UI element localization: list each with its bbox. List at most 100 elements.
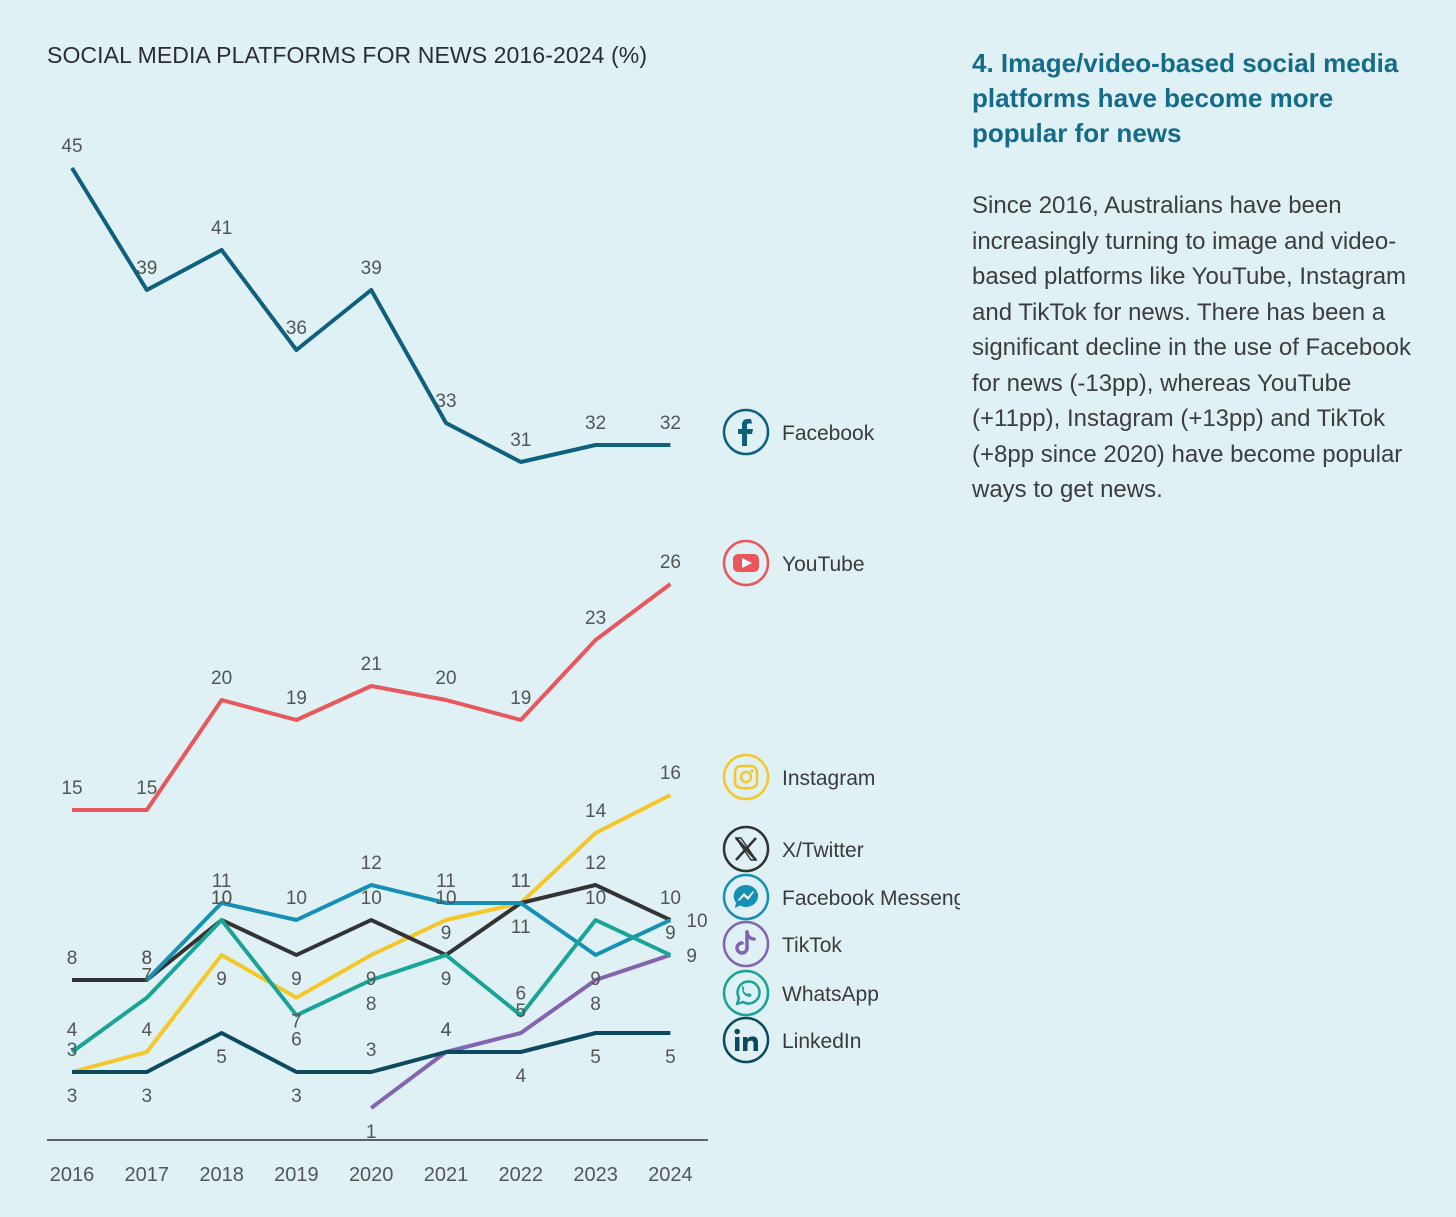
data-label-x-twitter: 10 (211, 888, 232, 909)
x-tick-label: 2024 (648, 1164, 693, 1186)
data-label-x-twitter: 9 (441, 923, 452, 944)
data-label-tiktok: 5 (516, 1001, 527, 1022)
data-label-linkedin: 3 (366, 1040, 377, 1061)
data-label-facebook: 32 (585, 413, 606, 434)
legend-label-facebook-messenger: Facebook Messenger (782, 887, 960, 910)
data-label-tiktok: 4 (441, 1020, 452, 1041)
series-line-linkedin (72, 1031, 671, 1074)
data-label-linkedin: 5 (665, 1047, 676, 1068)
data-label-whatsapp: 9 (441, 969, 452, 990)
data-label-facebook-messenger: 9 (590, 969, 601, 990)
data-label-youtube: 20 (211, 668, 232, 689)
series-line-x-twitter (72, 883, 672, 982)
data-label-tiktok: 8 (590, 994, 601, 1015)
data-label-youtube: 15 (61, 778, 82, 799)
data-label-facebook-messenger: 10 (286, 888, 307, 909)
data-label-facebook: 41 (211, 218, 232, 239)
legend-label-facebook: Facebook (782, 422, 875, 445)
chart-title: SOCIAL MEDIA PLATFORMS FOR NEWS 2016-202… (47, 42, 648, 68)
data-label-facebook: 36 (286, 318, 307, 339)
legend-label-youtube: YouTube (782, 553, 865, 576)
data-label-youtube: 26 (660, 552, 681, 573)
section-heading: 4. Image/video-based social media platfo… (972, 48, 1399, 148)
data-label-x-twitter: 10 (361, 888, 382, 909)
data-label-facebook: 45 (61, 136, 82, 157)
data-label-x-twitter: 11 (511, 871, 531, 892)
data-label-tiktok: 1 (366, 1122, 377, 1143)
series-line-facebook (70, 166, 671, 464)
data-label-linkedin: 4 (516, 1066, 527, 1087)
data-label-instagram: 7 (291, 1012, 302, 1033)
data-label-facebook-messenger: 8 (142, 948, 153, 969)
data-label-facebook-messenger: 12 (361, 853, 382, 874)
data-label-instagram: 3 (67, 1040, 78, 1061)
series-line-tiktok (370, 953, 672, 1110)
data-label-instagram: 4 (142, 1020, 153, 1041)
data-label-youtube: 20 (435, 668, 456, 689)
data-label-facebook-messenger: 11 (436, 871, 456, 892)
data-label-facebook-messenger: 10 (660, 888, 681, 909)
tiktok-icon (722, 920, 770, 968)
whatsapp-icon (722, 969, 770, 1017)
data-label-youtube: 19 (286, 688, 307, 709)
x-tick-label: 2016 (50, 1164, 95, 1186)
data-label-facebook-messenger: 11 (511, 917, 531, 938)
data-label-linkedin: 3 (67, 1086, 78, 1107)
x-twitter-icon (722, 825, 770, 873)
linkedin-icon (722, 1016, 770, 1064)
data-label-whatsapp: 4 (67, 1020, 78, 1041)
section-body-text: Since 2016, Australians have been increa… (972, 192, 1411, 503)
data-label-instagram: 16 (660, 763, 681, 784)
data-label-whatsapp: 6 (516, 983, 527, 1004)
data-label-linkedin: 5 (590, 1047, 601, 1068)
data-label-whatsapp: 8 (366, 994, 377, 1015)
data-label-facebook: 32 (660, 413, 681, 434)
data-label-instagram: 10 (435, 888, 456, 909)
data-label-whatsapp: 6 (291, 1029, 302, 1050)
data-label-facebook: 33 (435, 391, 456, 412)
youtube-icon (722, 539, 770, 587)
data-label-youtube: 15 (136, 778, 157, 799)
data-label-linkedin: 3 (291, 1086, 302, 1107)
data-label-facebook-messenger: 11 (212, 871, 232, 892)
data-label-tiktok: 9 (665, 923, 676, 944)
data-label-linkedin: 4 (441, 1020, 452, 1041)
data-label-youtube: 21 (361, 654, 382, 675)
series-line-facebook-messenger (145, 883, 672, 982)
data-label-linkedin: 3 (142, 1086, 153, 1107)
x-tick-label: 2017 (125, 1164, 170, 1186)
legend-label-tiktok: TikTok (782, 934, 842, 957)
instagram-icon (722, 753, 770, 801)
data-label-youtube: 19 (510, 688, 531, 709)
data-label-facebook: 31 (510, 430, 531, 451)
data-label-x-twitter: 9 (291, 969, 302, 990)
x-tick-label: 2020 (349, 1164, 394, 1186)
legend-label-x-twitter: X/Twitter (782, 839, 864, 862)
series-line-instagram (71, 793, 672, 1074)
x-tick-label: 2022 (499, 1164, 544, 1186)
data-label-youtube: 23 (585, 608, 606, 629)
data-label-facebook: 39 (136, 258, 157, 279)
series-line-youtube (72, 582, 672, 812)
data-label-instagram: 14 (585, 801, 607, 822)
messenger-icon (722, 873, 770, 921)
facebook-icon (722, 408, 770, 456)
data-label-linkedin: 5 (216, 1047, 227, 1068)
series-line-whatsapp (70, 918, 672, 1054)
data-label-whatsapp: 10 (585, 888, 606, 909)
data-label-whatsapp: 9 (686, 946, 697, 967)
data-label-x-twitter: 8 (67, 948, 78, 969)
x-tick-label: 2023 (573, 1164, 618, 1186)
data-label-instagram: 11 (511, 871, 531, 892)
data-label-instagram: 9 (216, 969, 227, 990)
data-label-facebook: 39 (361, 258, 382, 279)
data-label-whatsapp: 10 (211, 888, 232, 909)
x-tick-label: 2021 (424, 1164, 469, 1186)
data-label-x-twitter: 10 (686, 911, 707, 932)
x-tick-label: 2019 (274, 1164, 319, 1186)
data-label-x-twitter: 12 (585, 853, 606, 874)
data-label-whatsapp: 7 (142, 966, 153, 987)
x-tick-label: 2018 (199, 1164, 244, 1186)
data-label-instagram: 9 (366, 969, 377, 990)
